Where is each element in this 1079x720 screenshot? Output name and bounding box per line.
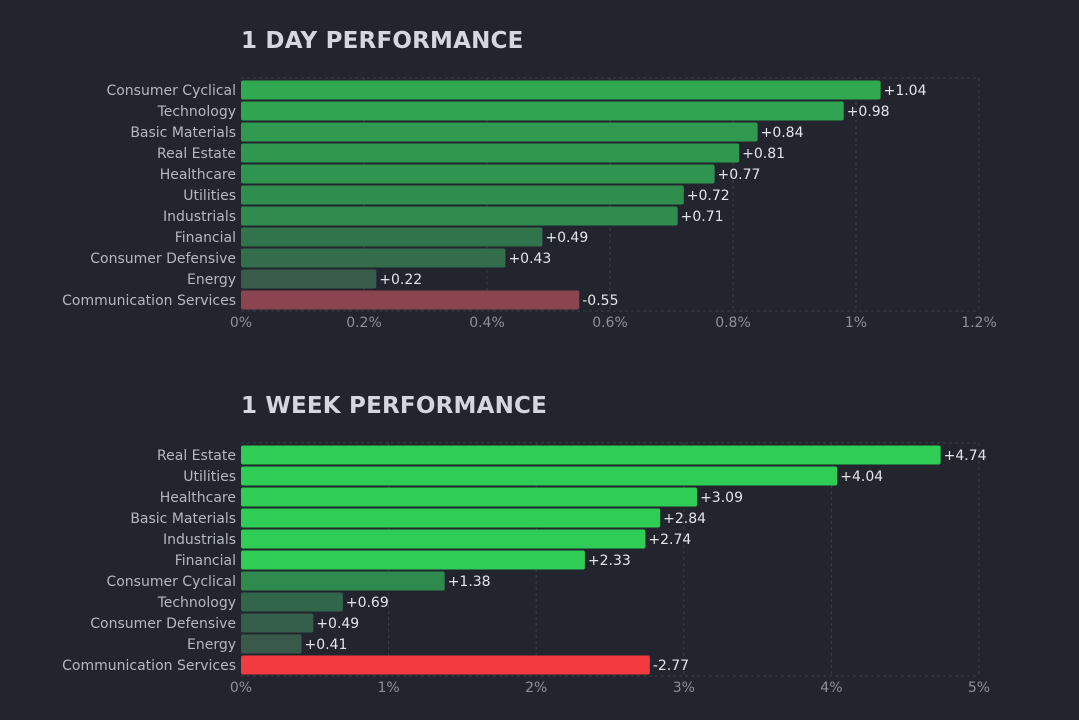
bar[interactable]	[241, 445, 941, 465]
category-label: Financial	[175, 230, 236, 246]
bar[interactable]	[241, 466, 838, 486]
day-chart-svg: 0% 0.2% 0.4% 0.6% 0.8% 1% 1.2% Consumer Cyclica…	[62, 77, 997, 331]
category-label: Healthcare	[160, 167, 236, 183]
x-tick-label: 1%	[845, 315, 867, 331]
x-tick-label: 4%	[820, 680, 842, 696]
category-label: Real Estate	[157, 146, 236, 162]
week-performance-chart: 1 WEEK PERFORMANCE 0% 1% 2% 3% 4% 5% Real Esta…	[0, 365, 1079, 720]
x-tick-label: 1%	[377, 680, 399, 696]
value-label: +2.33	[588, 553, 631, 569]
bar[interactable]	[241, 592, 343, 612]
value-label: +0.81	[742, 146, 785, 162]
bar[interactable]	[241, 101, 844, 121]
category-label: Healthcare	[160, 490, 236, 506]
value-label: +0.43	[508, 251, 551, 267]
value-label: +0.84	[761, 125, 804, 141]
value-label: +2.84	[663, 511, 706, 527]
category-label: Utilities	[183, 188, 236, 204]
category-label: Communication Services	[62, 293, 236, 309]
chart-title: 1 DAY PERFORMANCE	[241, 28, 524, 54]
value-label: +0.98	[847, 104, 890, 120]
x-tick-label: 0%	[230, 680, 252, 696]
category-label: Consumer Defensive	[90, 251, 236, 267]
value-label: +0.77	[718, 167, 761, 183]
bar[interactable]	[241, 550, 585, 570]
value-label: +0.41	[305, 637, 348, 653]
category-label: Energy	[187, 637, 236, 653]
value-label: +0.71	[681, 209, 724, 225]
category-label: Energy	[187, 272, 236, 288]
x-tick-label: 2%	[525, 680, 547, 696]
value-label: +3.09	[700, 490, 743, 506]
category-label: Industrials	[163, 209, 236, 225]
x-tick-label: 0.2%	[346, 315, 382, 331]
x-tick-label: 5%	[968, 680, 990, 696]
bar[interactable]	[241, 227, 543, 247]
bar[interactable]	[241, 206, 678, 226]
x-tick-label: 1.2%	[961, 315, 997, 331]
bar[interactable]	[241, 655, 650, 675]
chart-title: 1 WEEK PERFORMANCE	[241, 393, 548, 419]
bar[interactable]	[241, 164, 715, 184]
value-label: +1.04	[884, 83, 927, 99]
bar[interactable]	[241, 80, 881, 100]
x-tick-label: 0.6%	[592, 315, 628, 331]
category-label: Utilities	[183, 469, 236, 485]
x-tick-label: 3%	[673, 680, 695, 696]
bar[interactable]	[241, 487, 698, 507]
value-label: +4.04	[840, 469, 883, 485]
value-label: -0.55	[582, 293, 618, 309]
category-label: Consumer Cyclical	[106, 83, 236, 99]
category-label: Technology	[157, 104, 236, 120]
category-label: Real Estate	[157, 448, 236, 464]
week-chart-svg: 0% 1% 2% 3% 4% 5% Real Estate +4.74 Utilities +4.…	[62, 442, 990, 696]
bar[interactable]	[241, 634, 302, 654]
bar[interactable]	[241, 269, 377, 289]
bar[interactable]	[241, 290, 580, 310]
x-tick-label: 0%	[230, 315, 252, 331]
category-label: Consumer Defensive	[90, 616, 236, 632]
bar[interactable]	[241, 143, 740, 163]
value-label: +0.49	[545, 230, 588, 246]
value-label: +0.69	[346, 595, 389, 611]
value-label: +2.74	[648, 532, 691, 548]
day-performance-chart: 1 DAY PERFORMANCE 0% 0.2% 0.4% 0.6% 0.8% 1% 1.…	[0, 0, 1079, 355]
x-tick-label: 0.4%	[469, 315, 505, 331]
bar[interactable]	[241, 185, 684, 205]
x-tick-label: 0.8%	[715, 315, 751, 331]
value-label: +0.49	[316, 616, 359, 632]
value-label: +0.72	[687, 188, 730, 204]
bar[interactable]	[241, 248, 506, 268]
category-label: Technology	[157, 595, 236, 611]
category-label: Basic Materials	[130, 511, 236, 527]
category-label: Consumer Cyclical	[106, 574, 236, 590]
category-label: Financial	[175, 553, 236, 569]
bar[interactable]	[241, 508, 661, 528]
category-label: Communication Services	[62, 658, 236, 674]
bar[interactable]	[241, 613, 314, 633]
bar[interactable]	[241, 571, 445, 591]
value-label: -2.77	[653, 658, 689, 674]
category-label: Basic Materials	[130, 125, 236, 141]
value-label: +1.38	[448, 574, 491, 590]
bar[interactable]	[241, 529, 646, 549]
bar[interactable]	[241, 122, 758, 142]
value-label: +4.74	[944, 448, 987, 464]
value-label: +0.22	[379, 272, 422, 288]
category-label: Industrials	[163, 532, 236, 548]
